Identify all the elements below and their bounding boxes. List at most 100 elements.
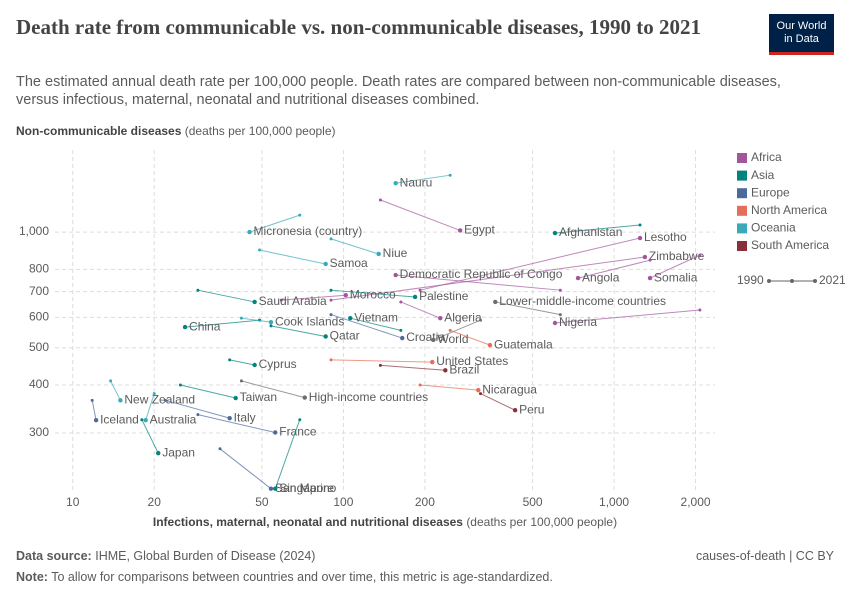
series-point — [178, 383, 182, 387]
series-line — [229, 359, 255, 366]
series-point — [258, 248, 262, 252]
series-point — [109, 379, 113, 383]
series-label: Croatia — [406, 330, 445, 344]
series-line — [577, 259, 651, 279]
series-label: New Zealand — [124, 392, 195, 406]
series-point — [118, 398, 123, 403]
series-point — [268, 319, 274, 325]
series-label: Morocco — [350, 287, 396, 301]
series-point — [93, 418, 99, 423]
chart: Non-communicable diseases (deaths per 10… — [16, 124, 846, 529]
series-point — [448, 173, 452, 177]
series-point — [378, 198, 382, 202]
series-line — [331, 359, 433, 363]
series-label: Brazil — [449, 362, 479, 376]
series-point — [552, 320, 558, 326]
series-point — [378, 363, 382, 367]
x-tick-label: 10 — [66, 495, 80, 509]
series-line — [400, 301, 441, 319]
series-label: Lower-middle-income countries — [499, 294, 666, 308]
series-line — [165, 399, 230, 419]
series-label: Egypt — [464, 223, 495, 237]
credit[interactable]: causes-of-death | CC BY — [695, 549, 834, 563]
y-tick-label: 300 — [29, 425, 49, 439]
series-point — [156, 450, 161, 456]
x-axis-label: Infections, maternal, neonatal and nutri… — [153, 515, 463, 529]
y-tick-label: 700 — [29, 284, 49, 298]
series-point — [233, 395, 238, 401]
series-point — [493, 299, 498, 305]
logo[interactable]: Our World in Data — [769, 14, 834, 55]
series-point — [268, 486, 274, 491]
series-line — [241, 317, 272, 323]
series-line — [197, 289, 255, 303]
series-label: Algeria — [444, 310, 482, 324]
series-label: Saudi Arabia — [259, 294, 327, 308]
series-label: Nigeria — [559, 315, 597, 329]
series-point — [448, 328, 452, 332]
series-line — [110, 380, 121, 401]
series-point — [476, 387, 481, 393]
series-line — [180, 384, 236, 399]
series-line — [420, 384, 479, 391]
series-line — [480, 393, 516, 411]
series-line — [141, 419, 159, 454]
series-line — [495, 301, 561, 316]
series-line — [330, 289, 416, 298]
series-point — [152, 392, 156, 396]
series-point — [418, 383, 422, 387]
series-label: Singapore — [279, 481, 334, 495]
series-point — [269, 324, 273, 328]
legend-label: Europe — [751, 185, 790, 199]
series-point — [163, 398, 167, 402]
series-point — [648, 258, 652, 262]
y-axis-unit: (deaths per 100,000 people) — [185, 124, 336, 138]
legend-swatch — [737, 188, 747, 199]
series-label: High-income countries — [309, 390, 428, 404]
series-point — [90, 398, 94, 402]
series-point — [252, 299, 257, 305]
source-label: Data source: — [16, 549, 92, 563]
legend-label: Oceania — [751, 221, 796, 235]
series-point — [298, 418, 302, 422]
series-point — [143, 418, 148, 423]
series-label: China — [189, 319, 221, 333]
series-label: Lesotho — [644, 230, 687, 244]
chart-subtitle: The estimated annual death rate per 100,… — [16, 74, 781, 108]
series-point — [329, 288, 333, 292]
series-line — [145, 393, 155, 421]
series-label: World — [437, 332, 468, 346]
series-line — [274, 419, 301, 489]
series-label: Somalia — [654, 270, 698, 284]
legend-label: Africa — [751, 150, 782, 164]
y-axis-label: Non-communicable diseases — [16, 124, 182, 138]
series-label: San Marino — [275, 481, 337, 495]
series-point — [273, 430, 278, 435]
series-label: Guatemala — [494, 337, 553, 351]
series-line — [433, 319, 481, 341]
series-point — [647, 275, 653, 281]
series-point — [279, 298, 283, 302]
series-line — [419, 237, 641, 291]
series-point — [329, 237, 333, 241]
x-tick-label: 100 — [333, 495, 353, 509]
series-line — [380, 364, 446, 371]
series-point — [228, 358, 232, 362]
chart-title: Death rate from communicable vs. non-com… — [16, 15, 701, 39]
series-label: Niue — [383, 246, 408, 260]
legend-label: Asia — [751, 168, 775, 182]
series-point — [196, 413, 200, 417]
series-line — [395, 274, 561, 291]
series-point — [182, 324, 188, 330]
series-point — [323, 334, 328, 339]
series-point — [457, 228, 463, 233]
series-point — [252, 362, 257, 368]
legend-swatch — [737, 205, 747, 216]
note-label: Note: — [16, 570, 48, 584]
series-point — [227, 415, 232, 421]
legend-label: North America — [751, 203, 827, 217]
series-point — [400, 335, 405, 341]
y-tick-label: 500 — [29, 340, 49, 354]
series-line — [554, 309, 700, 324]
